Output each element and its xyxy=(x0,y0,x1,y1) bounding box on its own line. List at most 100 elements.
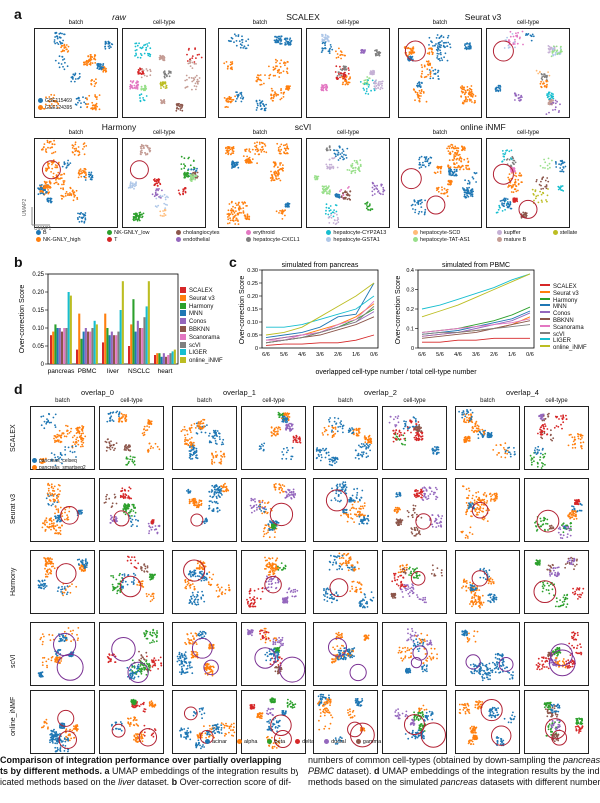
cell-point xyxy=(438,37,441,39)
cell-point xyxy=(180,163,183,165)
cell-point xyxy=(411,47,414,50)
cell-point xyxy=(80,434,82,437)
cell-point xyxy=(108,45,111,47)
cell-point xyxy=(463,438,465,441)
cell-point xyxy=(437,42,440,44)
cell-point xyxy=(436,57,438,59)
cell-point xyxy=(66,425,69,428)
cell-point xyxy=(455,169,458,172)
legend-item: Conos xyxy=(180,318,240,326)
cell-point xyxy=(327,192,330,195)
cell-point xyxy=(556,100,558,103)
cell-point xyxy=(322,87,325,90)
cell-point xyxy=(473,101,476,104)
cell-point xyxy=(504,208,506,211)
cell-point xyxy=(283,415,286,418)
cell-point xyxy=(200,431,203,434)
cell-point xyxy=(359,163,362,166)
cell-point xyxy=(510,191,513,193)
cell-point xyxy=(37,187,39,189)
cell-point xyxy=(545,76,548,79)
cell-point xyxy=(507,186,509,188)
cell-point xyxy=(74,73,77,76)
cell-point xyxy=(190,168,193,171)
cell-point xyxy=(200,56,203,59)
cell-point xyxy=(463,193,466,196)
cell-point xyxy=(374,82,376,85)
cell-point xyxy=(516,200,519,203)
cell-point xyxy=(133,187,135,190)
cell-point xyxy=(270,87,273,90)
cell-point xyxy=(54,426,57,428)
cell-point xyxy=(135,84,138,87)
cell-point xyxy=(398,431,401,433)
cell-point xyxy=(244,217,247,219)
cell-point xyxy=(148,426,151,428)
cell-point xyxy=(188,76,191,79)
cell-point xyxy=(70,80,73,83)
cell-point xyxy=(544,161,547,164)
xtick-label: 0/6 xyxy=(526,352,534,358)
cell-point xyxy=(278,212,280,214)
cell-point xyxy=(95,102,98,105)
cell-point xyxy=(141,145,143,148)
cell-point xyxy=(453,163,455,165)
cell-point xyxy=(164,203,167,206)
cell-point xyxy=(333,459,336,462)
xtick-label: liver xyxy=(107,368,120,375)
cell-point xyxy=(364,441,367,444)
cell-point xyxy=(418,97,421,100)
cell-point xyxy=(45,151,48,153)
cell-point xyxy=(138,94,141,97)
cell-point xyxy=(42,146,45,149)
cell-point xyxy=(499,200,502,202)
cell-point xyxy=(139,100,142,103)
cell-point xyxy=(549,51,551,53)
cell-point xyxy=(285,418,288,421)
cell-point xyxy=(141,213,143,216)
cell-point xyxy=(522,213,525,216)
cell-point xyxy=(399,431,402,434)
celltype-legend-item: hepatocyte-TAT-AS1 xyxy=(412,237,489,244)
cell-point xyxy=(212,435,214,438)
cell-point xyxy=(498,452,500,454)
cell-point xyxy=(357,427,360,430)
cell-point xyxy=(368,84,370,86)
subtitle-celltype: cell-type xyxy=(152,20,176,26)
cell-point xyxy=(364,436,367,439)
cell-point xyxy=(48,104,51,107)
cell-point xyxy=(442,45,445,48)
cell-point xyxy=(283,147,286,150)
cell-point xyxy=(186,53,188,56)
cell-point xyxy=(81,172,84,174)
legend-item: online_iNMF xyxy=(180,357,240,365)
cell-point xyxy=(237,220,239,222)
cell-point xyxy=(432,69,435,72)
cell-point xyxy=(286,152,289,155)
xtick-label: 1/6 xyxy=(352,352,360,358)
cell-point xyxy=(456,147,459,149)
cell-point xyxy=(331,48,334,51)
cell-point xyxy=(91,79,93,81)
cell-point xyxy=(332,427,335,430)
cell-point xyxy=(517,189,519,192)
bar xyxy=(82,331,85,364)
bar xyxy=(171,351,174,364)
cell-point xyxy=(436,34,439,36)
bar xyxy=(65,328,68,364)
cell-point xyxy=(345,157,348,159)
xtick-label: 5/6 xyxy=(280,352,288,358)
cell-point xyxy=(343,68,346,71)
cell-point xyxy=(286,415,289,418)
cell-point xyxy=(139,150,142,153)
cell-point xyxy=(510,165,513,168)
umap-scatter xyxy=(320,33,384,95)
cell-point xyxy=(240,91,243,94)
ylabel: Over-correction Score xyxy=(19,285,26,354)
cell-point xyxy=(325,84,328,86)
cell-point xyxy=(421,164,424,167)
cell-point xyxy=(325,191,328,193)
cell-point xyxy=(340,420,342,422)
cell-point xyxy=(337,56,340,59)
cell-point xyxy=(53,453,56,456)
